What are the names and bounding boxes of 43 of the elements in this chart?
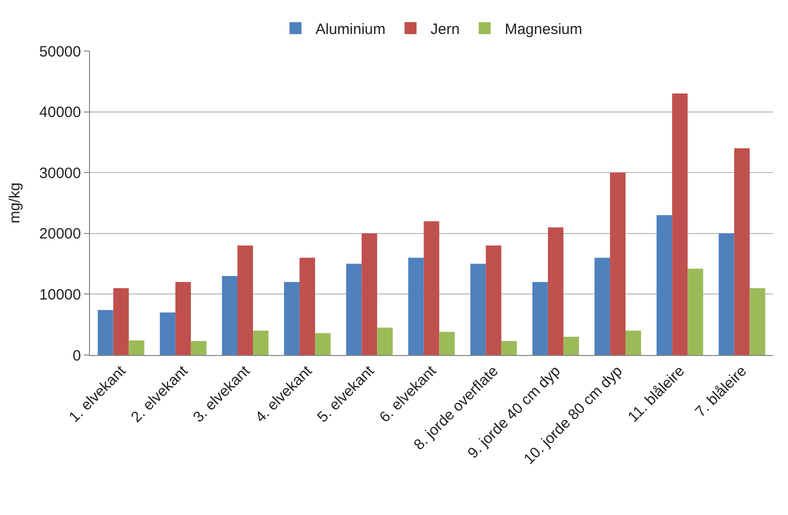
bar	[98, 310, 114, 355]
bar	[284, 282, 300, 355]
bar	[439, 332, 455, 355]
bar	[175, 282, 191, 355]
bar	[113, 288, 129, 355]
legend-label: Aluminium	[316, 21, 386, 38]
bar	[377, 328, 393, 355]
bar	[563, 336, 579, 355]
bar	[128, 340, 144, 355]
y-tick-label: 10000	[39, 286, 81, 304]
legend-label: Magnesium	[504, 21, 582, 38]
y-axis-title: mg/kg	[6, 182, 24, 224]
bar	[222, 276, 238, 355]
y-tick-label: 50000	[39, 43, 81, 60]
bar	[718, 233, 734, 355]
bar	[532, 282, 548, 355]
bar	[252, 330, 269, 355]
bar	[672, 94, 688, 355]
legend-label: Jern	[430, 21, 460, 38]
bar	[610, 172, 626, 355]
bar	[750, 288, 766, 355]
bar	[362, 233, 378, 355]
bar	[160, 312, 176, 355]
bar	[656, 215, 672, 355]
bar	[315, 333, 331, 355]
y-tick-label: 30000	[39, 164, 81, 182]
bar	[501, 341, 517, 355]
y-tick-label: 0	[72, 347, 81, 364]
y-tick-label: 20000	[39, 226, 81, 243]
bar	[300, 258, 316, 355]
bar	[594, 258, 610, 355]
bar	[237, 246, 253, 355]
bar	[470, 264, 486, 355]
y-tick-label: 40000	[39, 104, 81, 122]
bar	[486, 246, 502, 355]
bar	[346, 264, 362, 355]
bar	[626, 330, 642, 355]
bar	[548, 227, 564, 355]
bar	[734, 148, 750, 355]
bar	[190, 341, 206, 355]
bar	[688, 268, 704, 355]
bar	[408, 258, 424, 355]
bar	[424, 221, 440, 355]
